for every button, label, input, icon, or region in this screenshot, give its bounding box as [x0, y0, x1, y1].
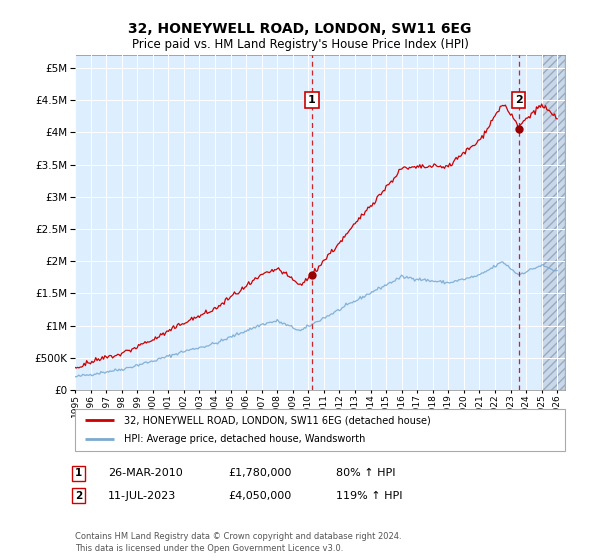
Text: 1: 1 — [75, 468, 82, 478]
Text: 119% ↑ HPI: 119% ↑ HPI — [336, 491, 403, 501]
Text: 11-JUL-2023: 11-JUL-2023 — [108, 491, 176, 501]
Text: 1: 1 — [308, 95, 316, 105]
Text: Contains HM Land Registry data © Crown copyright and database right 2024.
This d: Contains HM Land Registry data © Crown c… — [75, 532, 401, 553]
Text: £4,050,000: £4,050,000 — [228, 491, 291, 501]
Text: HPI: Average price, detached house, Wandsworth: HPI: Average price, detached house, Wand… — [124, 435, 365, 445]
Bar — [542, 55, 565, 390]
Text: 2: 2 — [75, 491, 82, 501]
Text: 26-MAR-2010: 26-MAR-2010 — [108, 468, 183, 478]
Text: Price paid vs. HM Land Registry's House Price Index (HPI): Price paid vs. HM Land Registry's House … — [131, 38, 469, 50]
Bar — [542, 55, 565, 390]
Text: 2: 2 — [515, 95, 523, 105]
Text: 80% ↑ HPI: 80% ↑ HPI — [336, 468, 395, 478]
Text: 32, HONEYWELL ROAD, LONDON, SW11 6EG (detached house): 32, HONEYWELL ROAD, LONDON, SW11 6EG (de… — [124, 415, 431, 425]
FancyBboxPatch shape — [75, 409, 565, 451]
Text: £1,780,000: £1,780,000 — [228, 468, 292, 478]
Text: 32, HONEYWELL ROAD, LONDON, SW11 6EG: 32, HONEYWELL ROAD, LONDON, SW11 6EG — [128, 22, 472, 36]
